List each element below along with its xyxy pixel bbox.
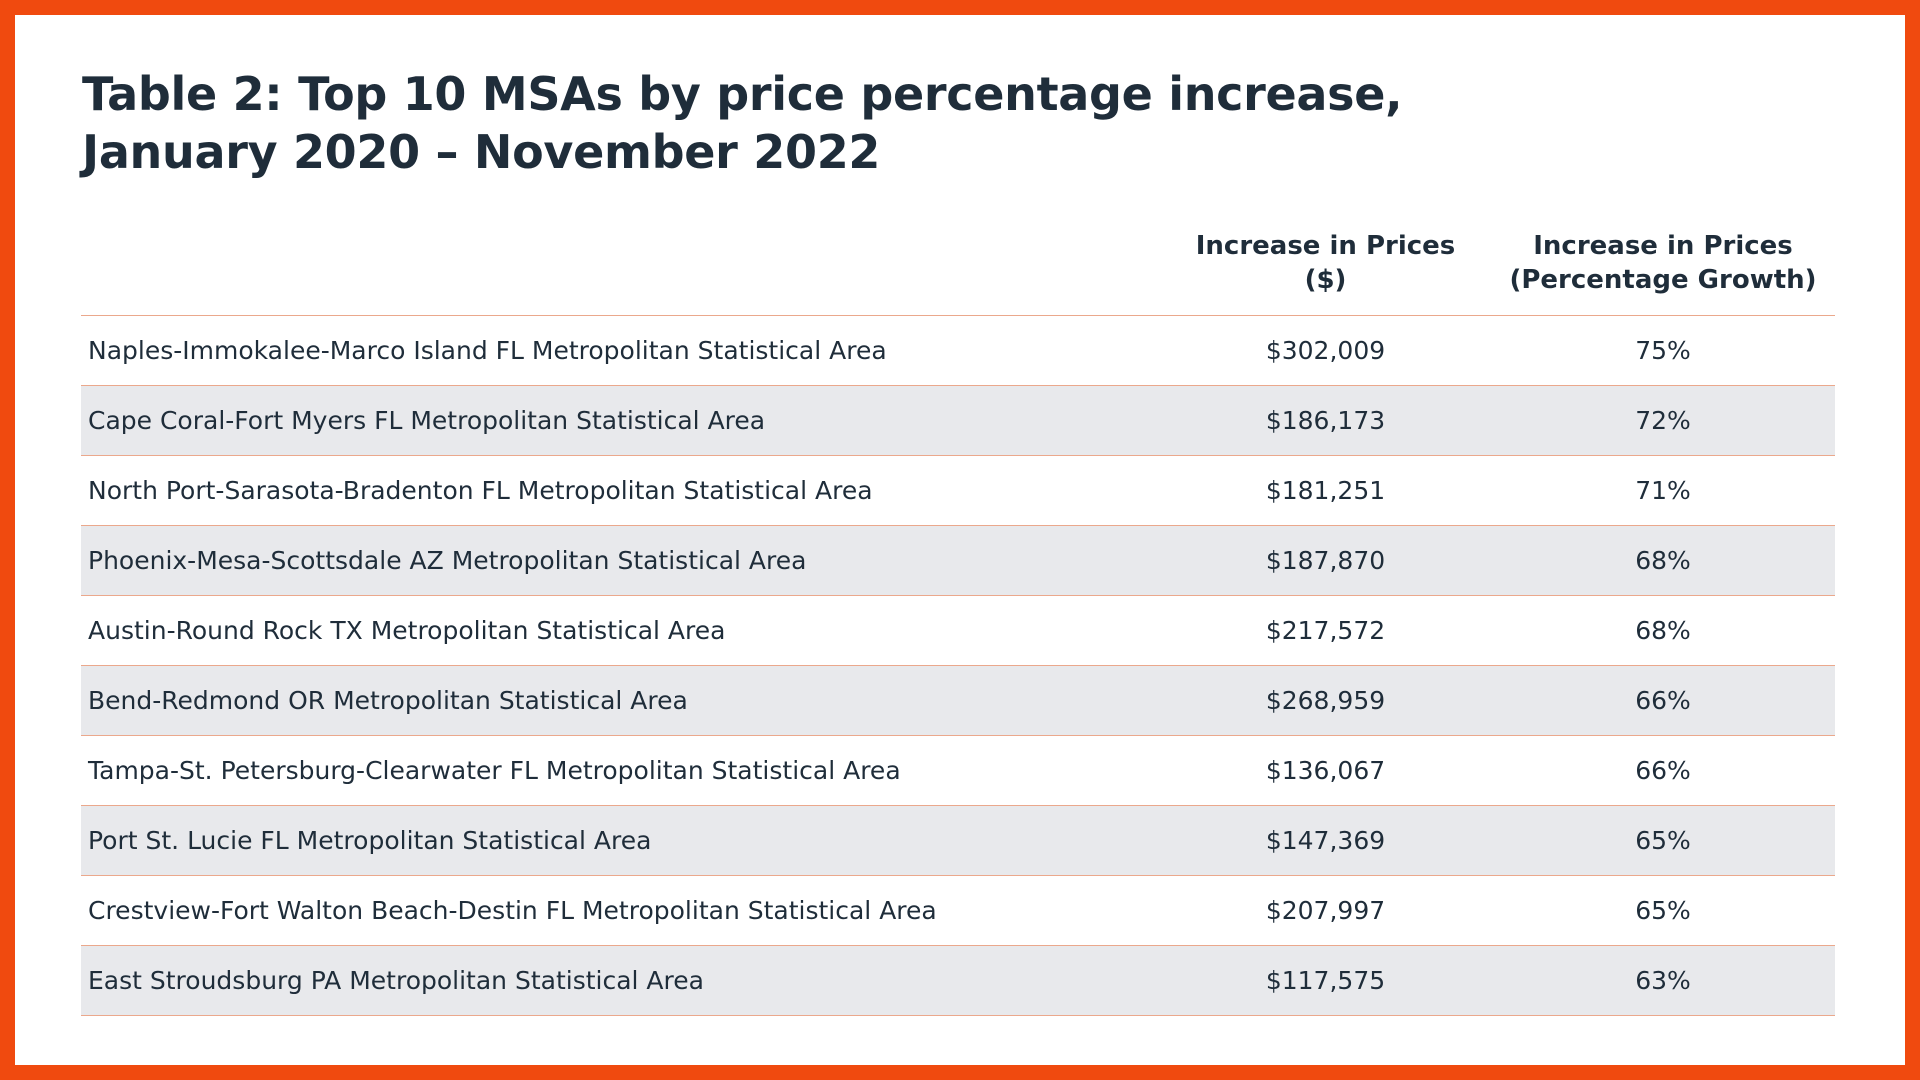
price-increase-percent-cell: 65% bbox=[1491, 805, 1835, 876]
price-increase-dollar-cell: $186,173 bbox=[1160, 385, 1491, 456]
price-increase-percent-cell: 75% bbox=[1491, 315, 1835, 386]
table-row: Tampa-St. Petersburg-Clearwater FL Metro… bbox=[81, 735, 1835, 806]
price-increase-percent-cell: 63% bbox=[1491, 945, 1835, 1016]
header-pct-line-2: (Percentage Growth) bbox=[1509, 265, 1817, 295]
msa-name-cell: Phoenix-Mesa-Scottsdale AZ Metropolitan … bbox=[81, 525, 1160, 596]
price-increase-dollar-cell: $117,575 bbox=[1160, 945, 1491, 1016]
price-increase-dollar-cell: $136,067 bbox=[1160, 735, 1491, 806]
slide-frame: Table 2: Top 10 MSAs by price percentage… bbox=[15, 15, 1905, 1065]
header-pct-line-1: Increase in Prices bbox=[1533, 231, 1793, 261]
table-row: North Port-Sarasota-Bradenton FL Metropo… bbox=[81, 455, 1835, 526]
table-row: Port St. Lucie FL Metropolitan Statistic… bbox=[81, 805, 1835, 876]
table-header-row: Increase in Prices ($) Increase in Price… bbox=[81, 210, 1835, 316]
msa-price-table: Increase in Prices ($) Increase in Price… bbox=[81, 210, 1835, 1016]
table-title-line-1: Table 2: Top 10 MSAs by price percentage… bbox=[82, 67, 1403, 121]
table-title: Table 2: Top 10 MSAs by price percentage… bbox=[82, 65, 1582, 181]
price-increase-percent-cell: 68% bbox=[1491, 525, 1835, 596]
header-price-increase-dollar: Increase in Prices ($) bbox=[1160, 210, 1491, 316]
msa-name-cell: Port St. Lucie FL Metropolitan Statistic… bbox=[81, 805, 1160, 876]
price-increase-dollar-cell: $207,997 bbox=[1160, 875, 1491, 946]
table-row: Austin-Round Rock TX Metropolitan Statis… bbox=[81, 595, 1835, 666]
msa-name-cell: Austin-Round Rock TX Metropolitan Statis… bbox=[81, 595, 1160, 666]
table-row: Naples-Immokalee-Marco Island FL Metropo… bbox=[81, 315, 1835, 386]
price-increase-percent-cell: 66% bbox=[1491, 665, 1835, 736]
msa-name-cell: East Stroudsburg PA Metropolitan Statist… bbox=[81, 945, 1160, 1016]
price-increase-percent-cell: 68% bbox=[1491, 595, 1835, 666]
table-row: Phoenix-Mesa-Scottsdale AZ Metropolitan … bbox=[81, 525, 1835, 596]
header-dollar-line-2: ($) bbox=[1304, 265, 1347, 295]
price-increase-percent-cell: 71% bbox=[1491, 455, 1835, 526]
price-increase-dollar-cell: $147,369 bbox=[1160, 805, 1491, 876]
msa-name-cell: Bend-Redmond OR Metropolitan Statistical… bbox=[81, 665, 1160, 736]
msa-name-cell: Cape Coral-Fort Myers FL Metropolitan St… bbox=[81, 385, 1160, 456]
price-increase-percent-cell: 65% bbox=[1491, 875, 1835, 946]
table-row: East Stroudsburg PA Metropolitan Statist… bbox=[81, 945, 1835, 1016]
header-area bbox=[81, 210, 1160, 316]
price-increase-dollar-cell: $217,572 bbox=[1160, 595, 1491, 666]
header-price-increase-percent: Increase in Prices (Percentage Growth) bbox=[1491, 210, 1835, 316]
price-increase-percent-cell: 72% bbox=[1491, 385, 1835, 456]
msa-name-cell: Tampa-St. Petersburg-Clearwater FL Metro… bbox=[81, 735, 1160, 806]
table-title-line-2: January 2020 – November 2022 bbox=[82, 125, 881, 179]
price-increase-dollar-cell: $181,251 bbox=[1160, 455, 1491, 526]
price-increase-dollar-cell: $187,870 bbox=[1160, 525, 1491, 596]
header-dollar-line-1: Increase in Prices bbox=[1195, 231, 1456, 261]
table-body: Naples-Immokalee-Marco Island FL Metropo… bbox=[81, 315, 1835, 1016]
table-row: Cape Coral-Fort Myers FL Metropolitan St… bbox=[81, 385, 1835, 456]
msa-name-cell: Naples-Immokalee-Marco Island FL Metropo… bbox=[81, 315, 1160, 386]
price-increase-dollar-cell: $302,009 bbox=[1160, 315, 1491, 386]
price-increase-percent-cell: 66% bbox=[1491, 735, 1835, 806]
msa-name-cell: North Port-Sarasota-Bradenton FL Metropo… bbox=[81, 455, 1160, 526]
price-increase-dollar-cell: $268,959 bbox=[1160, 665, 1491, 736]
table-row: Bend-Redmond OR Metropolitan Statistical… bbox=[81, 665, 1835, 736]
msa-name-cell: Crestview-Fort Walton Beach-Destin FL Me… bbox=[81, 875, 1160, 946]
table-row: Crestview-Fort Walton Beach-Destin FL Me… bbox=[81, 875, 1835, 946]
